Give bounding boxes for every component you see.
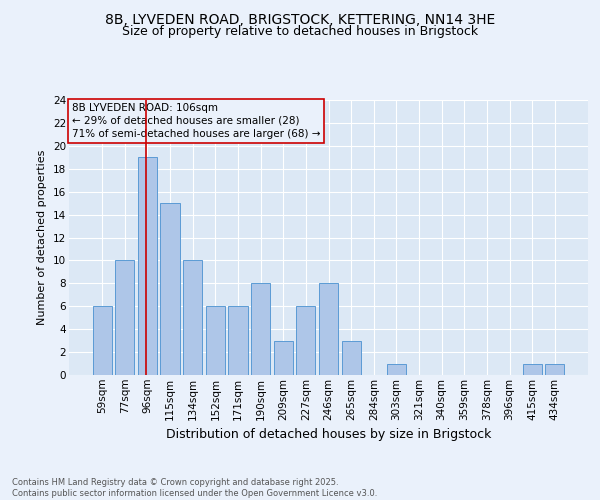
Bar xyxy=(115,260,134,375)
Bar xyxy=(160,203,180,375)
Bar xyxy=(319,284,338,375)
Bar xyxy=(341,340,361,375)
Text: Contains HM Land Registry data © Crown copyright and database right 2025.
Contai: Contains HM Land Registry data © Crown c… xyxy=(12,478,377,498)
Bar xyxy=(138,158,157,375)
X-axis label: Distribution of detached houses by size in Brigstock: Distribution of detached houses by size … xyxy=(166,428,491,441)
Text: Size of property relative to detached houses in Brigstock: Size of property relative to detached ho… xyxy=(122,25,478,38)
Bar xyxy=(545,364,565,375)
Bar xyxy=(206,306,225,375)
Bar xyxy=(251,284,270,375)
Bar xyxy=(387,364,406,375)
Y-axis label: Number of detached properties: Number of detached properties xyxy=(37,150,47,325)
Bar xyxy=(183,260,202,375)
Text: 8B, LYVEDEN ROAD, BRIGSTOCK, KETTERING, NN14 3HE: 8B, LYVEDEN ROAD, BRIGSTOCK, KETTERING, … xyxy=(105,12,495,26)
Bar xyxy=(274,340,293,375)
Bar xyxy=(92,306,112,375)
Text: 8B LYVEDEN ROAD: 106sqm
← 29% of detached houses are smaller (28)
71% of semi-de: 8B LYVEDEN ROAD: 106sqm ← 29% of detache… xyxy=(71,103,320,139)
Bar xyxy=(229,306,248,375)
Bar xyxy=(523,364,542,375)
Bar xyxy=(296,306,316,375)
